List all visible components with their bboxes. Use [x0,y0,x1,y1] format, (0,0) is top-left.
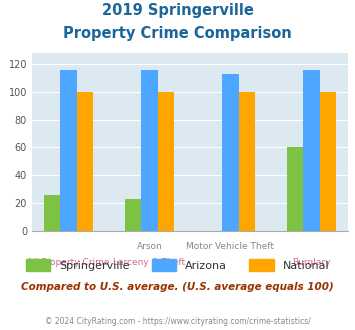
Text: Larceny & Theft: Larceny & Theft [113,258,185,267]
Bar [287,148,303,231]
Bar [320,92,336,231]
Bar [141,70,158,231]
Bar [60,70,77,231]
Text: 2019 Springerville: 2019 Springerville [102,3,253,18]
Bar [239,92,255,231]
Text: Burglary: Burglary [292,258,331,267]
Bar [303,70,320,231]
Text: Arson: Arson [137,242,162,251]
Bar [125,199,141,231]
Text: All Property Crime: All Property Crime [27,258,110,267]
Bar [44,195,60,231]
Text: Motor Vehicle Theft: Motor Vehicle Theft [186,242,274,251]
Text: Compared to U.S. average. (U.S. average equals 100): Compared to U.S. average. (U.S. average … [21,282,334,292]
Bar [222,74,239,231]
Text: © 2024 CityRating.com - https://www.cityrating.com/crime-statistics/: © 2024 CityRating.com - https://www.city… [45,317,310,326]
Legend: Springerville, Arizona, National: Springerville, Arizona, National [21,255,334,275]
Bar [158,92,174,231]
Bar [77,92,93,231]
Text: Property Crime Comparison: Property Crime Comparison [63,26,292,41]
